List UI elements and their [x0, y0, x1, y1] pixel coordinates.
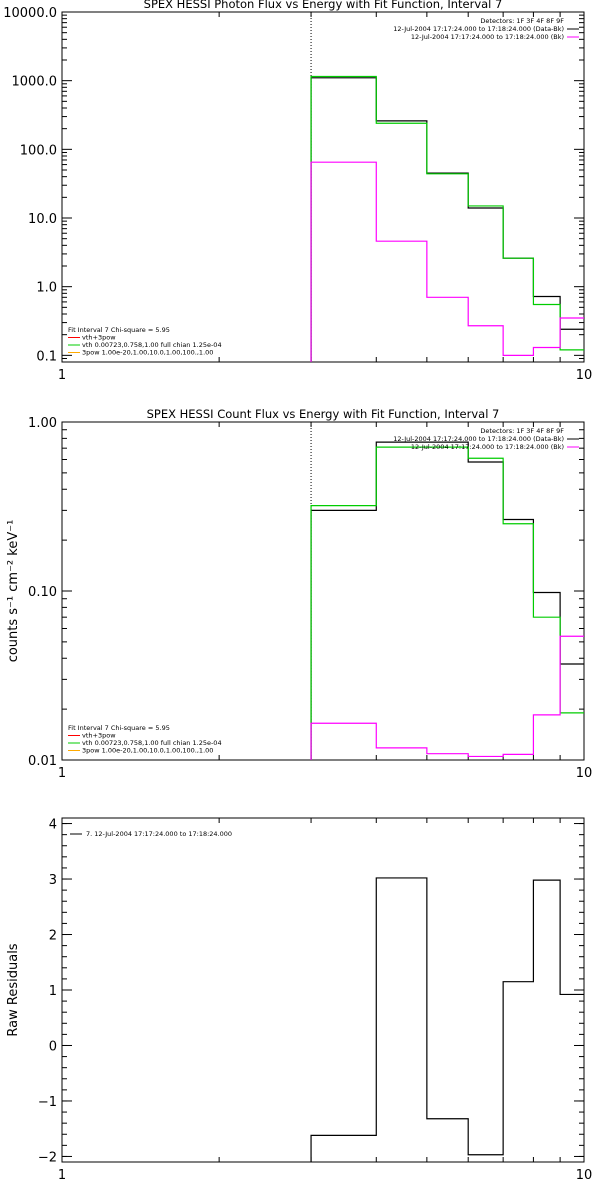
legend-entry: Fit Interval 7 Chi-square = 5.95	[68, 326, 170, 334]
legend-entry: vth+3pow	[82, 334, 116, 342]
legend-entry: 3pow 1.00e-20,1.00,10.0,1.00,100.,1.00	[82, 747, 213, 755]
y-tick-label: 1.0	[36, 281, 57, 296]
x-tick-label: 10	[576, 766, 593, 781]
x-tick-label: 10	[576, 1168, 593, 1183]
x-tick-label: 1	[58, 368, 66, 383]
y-axis-label: Raw Residuals	[6, 943, 21, 1036]
series-0-step-line	[310, 877, 584, 1162]
legend-entry: Detectors: 1F 3F 4F 8F 9F	[480, 427, 564, 435]
legend-entry: vth 0.00723,0.758,1.00 full chian 1.25e-…	[82, 739, 222, 747]
x-tick-label: 1	[58, 1168, 66, 1183]
y-tick-label: 2	[49, 929, 57, 944]
series-1-step-line	[310, 446, 584, 760]
y-tick-label: 100.0	[20, 143, 57, 158]
y-tick-label: −1	[38, 1095, 57, 1110]
legend-entry: vth 0.00723,0.758,1.00 full chian 1.25e-…	[82, 341, 222, 349]
plot-frame	[61, 421, 585, 761]
y-tick-label: 3	[49, 873, 57, 888]
y-tick-label: 4	[49, 818, 57, 833]
x-tick-label: 1	[58, 766, 66, 781]
series-1-step-line	[310, 75, 584, 362]
y-tick-label: 10.0	[28, 212, 57, 227]
chart-title: SPEX HESSI Count Flux vs Energy with Fit…	[147, 407, 500, 421]
legend-entry: 12-Jul-2004 17:17:24.000 to 17:18:24.000…	[411, 443, 564, 451]
y-tick-label: 10000.0	[3, 6, 57, 21]
legend-entry: Fit Interval 7 Chi-square = 5.95	[68, 724, 170, 732]
y-tick-label: 0.01	[28, 754, 57, 769]
y-tick-label: 0.1	[36, 349, 57, 364]
x-tick-label: 10	[576, 368, 593, 383]
series-0-step-line	[310, 77, 584, 362]
legend-entry: 3pow 1.00e-20,1.00,10.0,1.00,100.,1.00	[82, 349, 213, 357]
series-2-step-line	[310, 161, 584, 362]
legend-entry: 12-Jul-2004 17:17:24.000 to 17:18:24.000…	[393, 25, 564, 33]
y-tick-label: 1000.0	[12, 75, 58, 90]
chart-title: SPEX HESSI Photon Flux vs Energy with Fi…	[144, 0, 503, 11]
legend-entry: vth+3pow	[82, 732, 116, 740]
plot-frame	[61, 817, 585, 1163]
legend-entry: 12-Jul-2004 17:17:24.000 to 17:18:24.000…	[393, 435, 564, 443]
y-tick-label: 0.10	[28, 585, 57, 600]
y-tick-label: 1.00	[28, 416, 57, 431]
legend-entry: Detectors: 1F 3F 4F 8F 9F	[480, 17, 564, 25]
legend-entry: 12-Jul-2004 17:17:24.000 to 17:18:24.000…	[411, 33, 564, 41]
series-2-step-line	[310, 635, 584, 760]
plot-frame	[61, 11, 585, 363]
legend-entry: 7. 12-Jul-2004 17:17:24.000 to 17:18:24.…	[86, 830, 232, 838]
y-tick-label: 1	[49, 984, 57, 999]
y-tick-label: −2	[38, 1150, 57, 1165]
y-tick-label: 0	[49, 1039, 57, 1054]
series-0-step-line	[310, 441, 584, 760]
y-axis-label: counts s⁻¹ cm⁻² keV⁻¹	[6, 520, 21, 663]
